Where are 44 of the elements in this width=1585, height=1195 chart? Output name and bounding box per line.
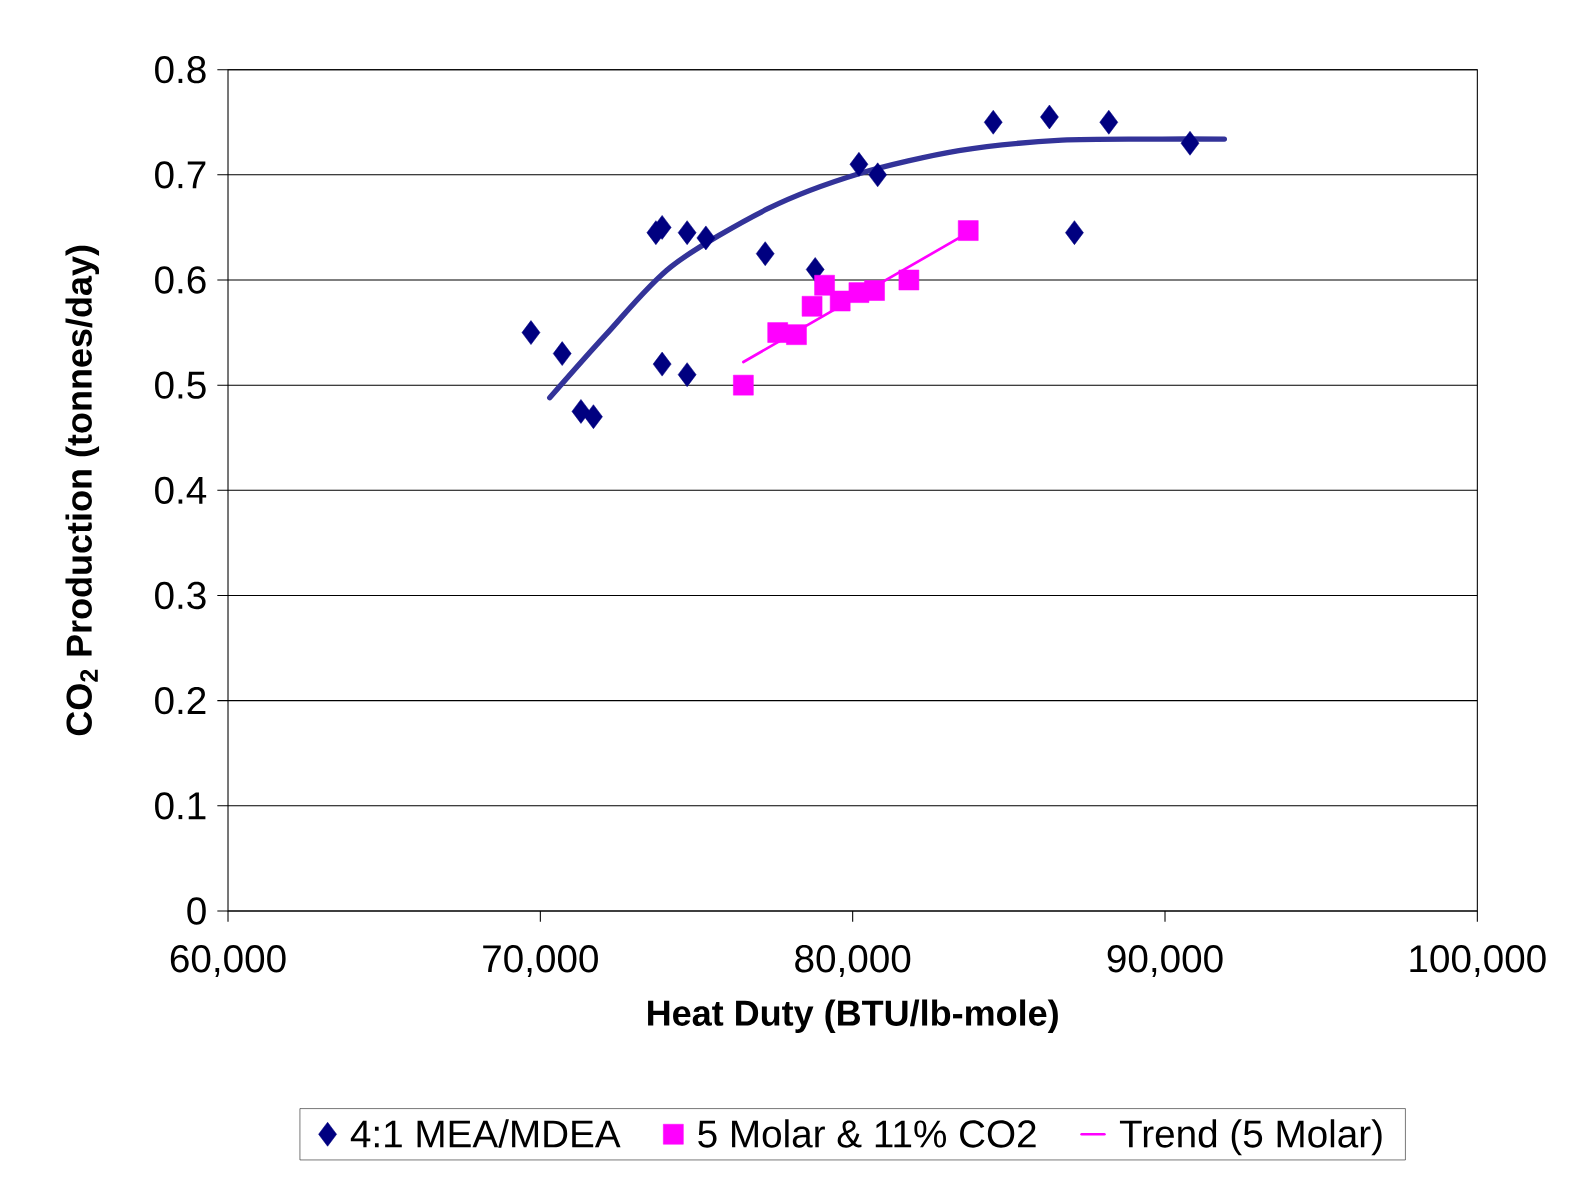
legend-label: 5 Molar & 11% CO2 [698,1119,1036,1148]
point [1180,131,1200,156]
point [677,362,697,387]
point [829,290,851,312]
x-tick-label: 90,000 [1107,945,1223,977]
y-tick-label: 0.3 [155,581,206,610]
point [868,162,887,188]
point [814,274,835,296]
y-tick-label: 0.6 [155,266,206,294]
point [1065,220,1084,245]
point [767,322,788,343]
y-tick-label: 0.8 [155,55,206,84]
point [571,399,591,424]
point [786,324,807,345]
y-axis-title: CO$_{2}$ Production (tonnes/day) [65,245,100,736]
x-axis-title: Heat Duty (BTU/lb-mole) [648,999,1058,1034]
y-tick-label: 0.4 [155,476,207,505]
point [755,241,775,266]
point [983,109,1003,135]
point [652,351,672,377]
point [696,225,716,251]
point [1040,104,1059,130]
y-tick-label: 0 [187,897,206,925]
point [521,320,541,345]
point [957,220,979,241]
legend-label: 4:1 MEA/MDEA [350,1119,621,1148]
x-tick-label: 70,000 [483,945,598,977]
point [677,220,697,245]
y-tick-label: 0.7 [155,161,206,189]
point [584,404,603,429]
point [552,341,572,366]
x-tick-label: 80,000 [795,945,911,977]
x-tick-label: 100,000 [1410,945,1546,977]
point [849,152,869,177]
x-tick-label: 60,000 [170,945,286,977]
legend-label: Trend (5 Molar) [1119,1119,1382,1156]
point [864,280,885,301]
point [733,374,754,396]
point [898,269,920,291]
y-tick-label: 0.5 [155,371,206,399]
y-tick-label: 0.2 [155,686,206,715]
point [801,296,823,317]
y-tick-label: 0.1 [155,792,206,820]
point [1099,109,1119,135]
